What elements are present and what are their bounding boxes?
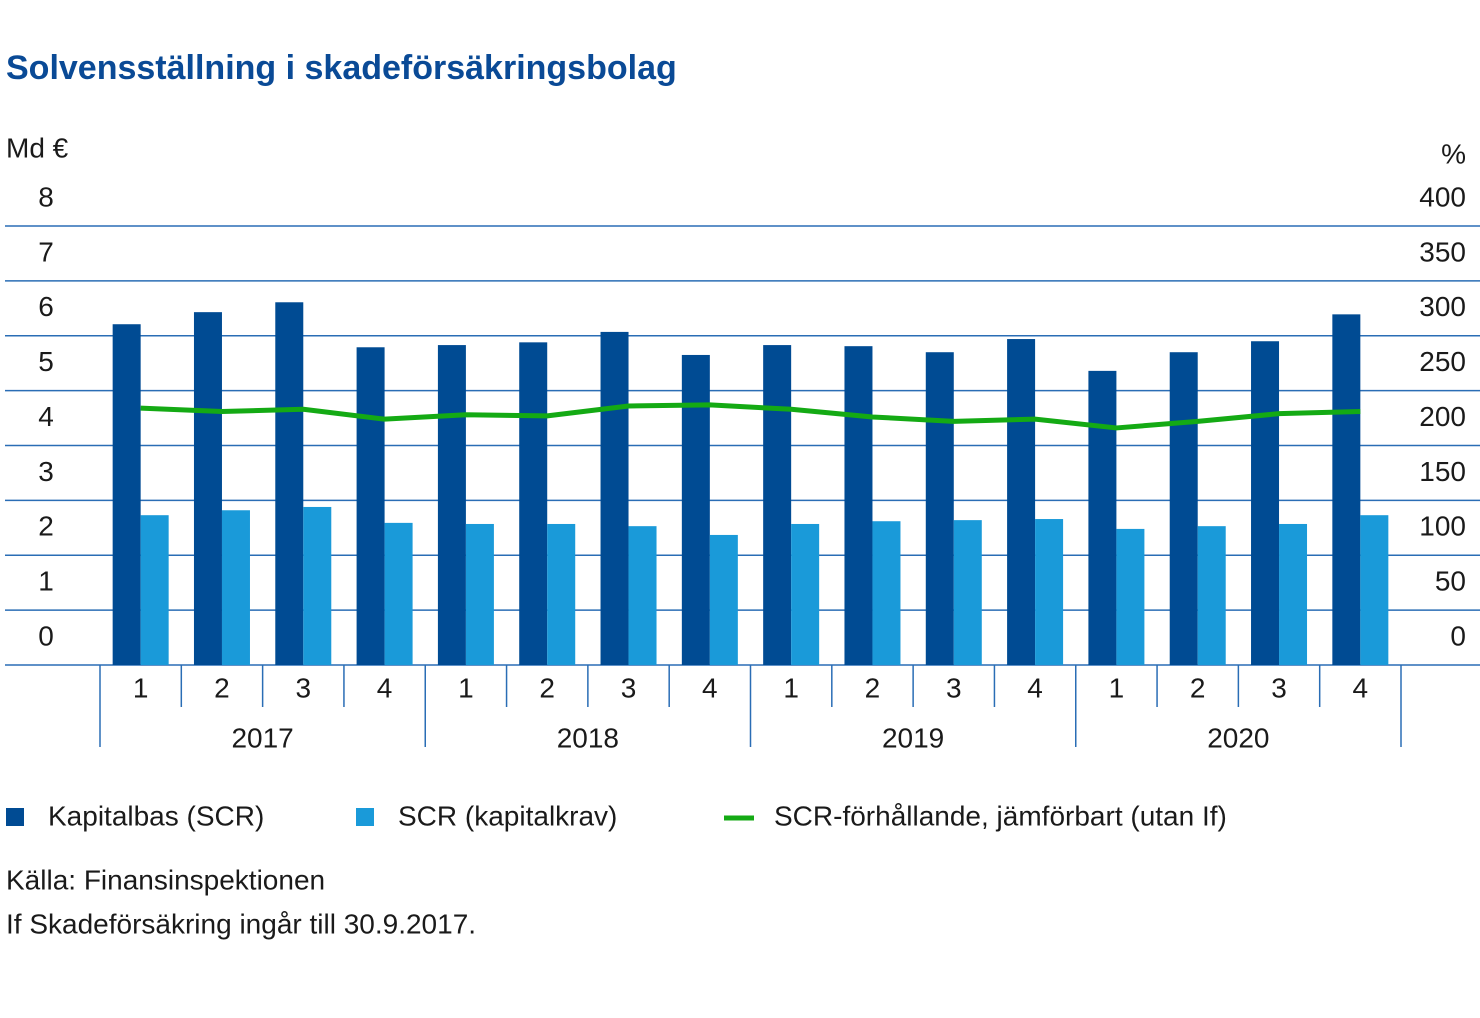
x-tick-label: 2 [539,672,555,703]
bar [519,342,548,665]
y2-tick-label: 150 [1419,456,1466,487]
bar [221,510,250,665]
x-tick-label: 4 [1353,672,1369,703]
bar [303,506,332,665]
x-tick-label: 4 [702,672,718,703]
bar [763,345,792,665]
chart-title: Solvensställning i skadeförsäkringsbolag [6,49,677,87]
y2-tick-label: 400 [1419,181,1466,212]
note: If Skadeförsäkring ingår till 30.9.2017. [6,908,476,939]
y-tick-label: 4 [38,401,54,432]
x-tick-label: 2 [214,672,230,703]
x-tick-label: 2 [865,672,881,703]
note: Källa: Finansinspektionen [6,864,325,895]
bar [1007,339,1036,665]
y-axis-label: Md € [6,132,69,163]
bar [275,302,304,665]
x-tick-label: 2 [1190,672,1206,703]
bar [1169,352,1198,665]
bar [384,522,413,665]
bar [1332,314,1361,665]
line [140,402,1361,431]
legend-label: Kapitalbas (SCR) [48,800,264,831]
legend-label: SCR-förhållande, jämförbart (utan If) [774,800,1227,831]
bar [681,354,710,665]
y2-tick-label: 350 [1419,236,1466,267]
y2-tick-label: 50 [1435,566,1466,597]
group-label: 2019 [882,722,944,753]
x-tick-label: 3 [1271,672,1287,703]
bar [193,312,222,665]
bar [1035,519,1064,665]
y2-tick-label: 100 [1419,511,1466,542]
y-tick-label: 7 [38,236,54,267]
bar [709,534,738,665]
y2-axis-label: % [1441,138,1466,169]
bar [1088,370,1117,665]
bar [356,347,385,665]
bar [1197,526,1226,665]
bar [600,331,629,665]
x-tick-label: 4 [1027,672,1043,703]
bar [628,526,657,665]
bar [872,521,901,665]
bar [1251,341,1280,665]
legend-swatch [356,808,374,826]
bar [925,352,954,665]
y-tick-label: 2 [38,511,54,542]
y-tick-label: 1 [38,566,54,597]
y2-tick-label: 250 [1419,346,1466,377]
x-tick-label: 4 [377,672,393,703]
x-tick-label: 3 [621,672,637,703]
y2-tick-label: 0 [1450,620,1466,651]
bar [844,346,873,665]
y-tick-label: 6 [38,291,54,322]
bar [1116,528,1145,665]
bar [953,520,982,665]
y2-tick-label: 300 [1419,291,1466,322]
bar [112,324,141,665]
legend-swatch [6,808,24,826]
bar [1279,523,1308,665]
bar [465,523,494,665]
x-tick-label: 1 [1109,672,1125,703]
y-tick-label: 5 [38,346,54,377]
y-tick-label: 0 [38,620,54,651]
bar [547,523,576,665]
bar [437,345,466,665]
x-tick-label: 1 [133,672,149,703]
group-label: 2020 [1207,722,1269,753]
y2-tick-label: 200 [1419,401,1466,432]
legend-label: SCR (kapitalkrav) [398,800,617,831]
group-label: 2017 [231,722,293,753]
y-tick-label: 3 [38,456,54,487]
y-tick-label: 8 [38,181,54,212]
bar [140,515,169,665]
bar [791,523,820,665]
x-tick-label: 1 [458,672,474,703]
group-label: 2018 [557,722,619,753]
x-tick-label: 3 [946,672,962,703]
x-tick-label: 1 [783,672,799,703]
bar [1360,515,1389,665]
x-tick-label: 3 [295,672,311,703]
